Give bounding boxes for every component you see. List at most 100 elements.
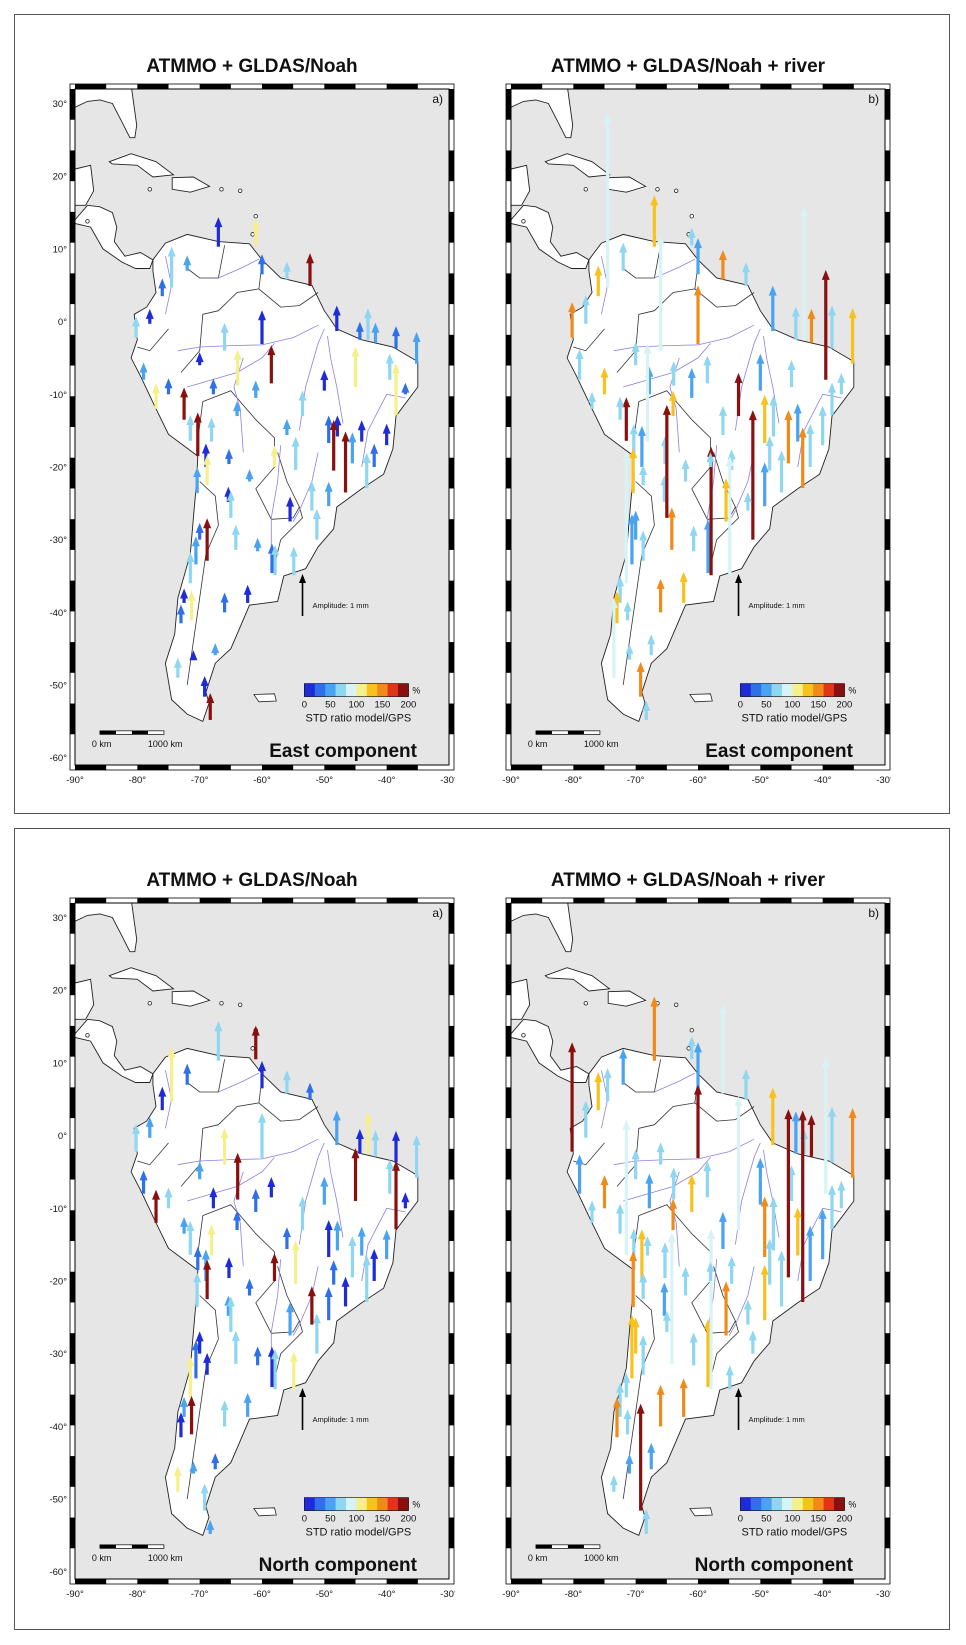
scale-bar-end: 1000 km xyxy=(584,739,619,749)
station-arrow xyxy=(243,584,252,603)
lon-tick-label: -60° xyxy=(253,1589,271,1600)
island xyxy=(85,1033,90,1038)
border-line xyxy=(202,390,300,520)
station-arrow xyxy=(348,1236,357,1278)
river-line xyxy=(728,1266,755,1336)
island xyxy=(219,1001,224,1006)
station-arrow xyxy=(183,1063,192,1085)
station-arrow xyxy=(267,345,276,384)
station-arrow xyxy=(734,372,743,417)
colorbar-tick-label: 50 xyxy=(325,1514,336,1525)
station-arrow xyxy=(226,490,235,518)
scale-bar-end: 1000 km xyxy=(148,1553,183,1563)
station-arrow xyxy=(636,661,645,697)
lat-tick-label: 10° xyxy=(53,1058,68,1069)
station-arrow xyxy=(291,436,300,470)
component-label: North component xyxy=(259,1555,418,1576)
lat-tick-label: 20° xyxy=(53,172,68,183)
lat-tick-label: 30° xyxy=(53,99,68,110)
station-arrow xyxy=(307,481,316,511)
caribbean-landmass xyxy=(75,903,138,953)
station-arrow xyxy=(203,518,212,561)
station-arrow xyxy=(718,1004,727,1094)
station-arrow xyxy=(631,1317,640,1354)
colorbar-tick-label: 150 xyxy=(374,700,390,711)
caribbean-landmass xyxy=(171,990,211,1007)
station-arrow xyxy=(725,456,734,576)
river-line xyxy=(763,1150,780,1238)
lon-tick-label: -70° xyxy=(191,1589,209,1600)
station-arrow xyxy=(837,372,846,395)
station-arrow xyxy=(324,1220,333,1257)
station-arrow xyxy=(220,1128,229,1165)
island xyxy=(686,1046,691,1051)
panel-letter: b) xyxy=(868,92,879,106)
lat-tick-label: -50° xyxy=(49,681,67,692)
station-arrow xyxy=(743,491,752,511)
border-line xyxy=(694,263,755,308)
station-arrow xyxy=(594,1072,603,1111)
colorbar-tick-label: 100 xyxy=(784,700,800,711)
station-arrow xyxy=(289,1351,298,1390)
border-line xyxy=(622,245,661,279)
station-arrow xyxy=(588,1200,597,1223)
station-arrow xyxy=(769,1196,778,1251)
caribbean-landmass xyxy=(544,153,611,178)
river-line xyxy=(327,1150,344,1238)
panel-letter: a) xyxy=(432,92,443,106)
map-frame xyxy=(505,897,891,1585)
station-arrow xyxy=(195,1161,204,1180)
station-arrow xyxy=(392,1130,401,1163)
station-arrow xyxy=(588,391,597,409)
station-arrow xyxy=(412,331,421,364)
station-arrow xyxy=(371,1130,380,1157)
station-arrow xyxy=(298,390,307,417)
station-arrow xyxy=(568,302,577,338)
station-arrow xyxy=(209,1187,218,1209)
station-arrow xyxy=(787,360,796,388)
station-arrow xyxy=(206,692,215,720)
scale-bar-end: 1000 km xyxy=(148,739,183,749)
colorbar-unit: % xyxy=(848,1500,856,1510)
island xyxy=(583,187,588,192)
panel-letter: a) xyxy=(432,906,443,920)
station-arrow xyxy=(193,1272,202,1308)
station-arrow xyxy=(687,227,696,246)
station-arrow xyxy=(164,378,173,395)
panel-letter: b) xyxy=(868,906,879,920)
station-arrow xyxy=(662,1310,671,1332)
lon-tick-label: -80° xyxy=(129,775,147,786)
panel-east-b: ATMMO + GLDAS/Noah + river 30°20°10°0°-1… xyxy=(485,23,891,803)
station-arrow xyxy=(642,1509,651,1534)
station-arrow xyxy=(637,1229,646,1281)
station-arrow xyxy=(320,1176,329,1205)
component-label: North component xyxy=(695,1555,854,1576)
station-arrow xyxy=(211,1453,220,1470)
lon-tick-label: -90° xyxy=(66,775,84,786)
river-line xyxy=(177,324,319,352)
station-arrow xyxy=(768,1087,777,1146)
station-arrow xyxy=(616,396,625,420)
station-arrow xyxy=(271,1349,280,1390)
station-arrow xyxy=(667,507,676,550)
panel-north-b: ATMMO + GLDAS/Noah + river 30°20°10°0°-1… xyxy=(485,837,891,1617)
station-arrow xyxy=(193,467,202,494)
station-arrow xyxy=(139,362,148,380)
station-arrow xyxy=(251,1025,260,1060)
border-line xyxy=(137,328,169,352)
falkland-islands xyxy=(253,693,277,703)
lat-tick-label: 0° xyxy=(58,317,67,328)
station-arrow xyxy=(392,363,401,416)
station-arrow xyxy=(623,1409,632,1435)
station-arrow xyxy=(656,234,665,351)
station-arrow xyxy=(703,355,712,384)
island xyxy=(85,219,90,224)
island xyxy=(521,1033,526,1038)
station-arrow xyxy=(760,1196,769,1257)
station-arrow xyxy=(722,478,731,522)
lat-tick-label: -30° xyxy=(49,1349,67,1360)
east-section: ATMMO + GLDAS/Noah 30° 20° 10° 0° -10° -20° -3… xyxy=(14,14,950,814)
river-line xyxy=(728,452,755,522)
lat-tick-label: -10° xyxy=(49,1204,67,1215)
station-arrow xyxy=(603,112,612,288)
